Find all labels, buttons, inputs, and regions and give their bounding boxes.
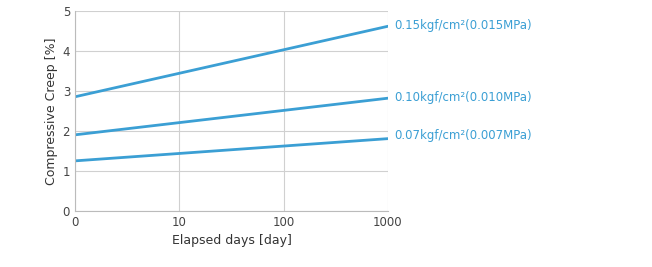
Text: 0.07kgf/cm²(0.007MPa): 0.07kgf/cm²(0.007MPa) — [394, 129, 532, 142]
X-axis label: Elapsed days [day]: Elapsed days [day] — [171, 234, 291, 247]
Text: 0.10kgf/cm²(0.010MPa): 0.10kgf/cm²(0.010MPa) — [394, 92, 532, 104]
Y-axis label: Compressive Creep [%]: Compressive Creep [%] — [46, 37, 59, 184]
Text: 0.15kgf/cm²(0.015MPa): 0.15kgf/cm²(0.015MPa) — [394, 19, 532, 32]
